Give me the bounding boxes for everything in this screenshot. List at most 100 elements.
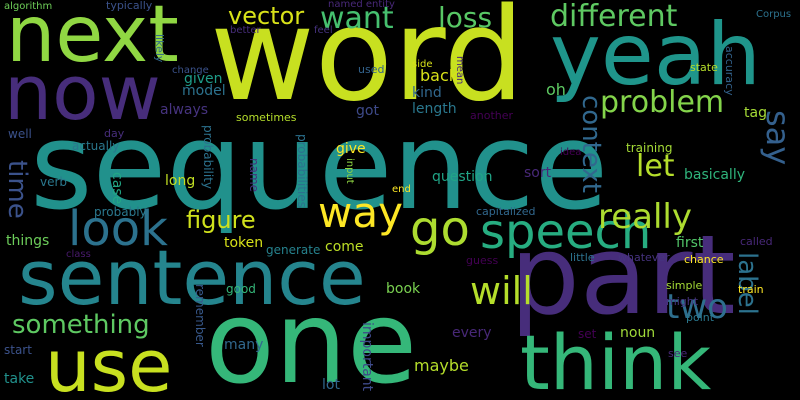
- word-things: things: [6, 233, 50, 249]
- word-something: something: [12, 310, 150, 340]
- word-token: token: [224, 235, 264, 251]
- word-see: see: [668, 347, 688, 360]
- word-kind: kind: [412, 85, 442, 101]
- word-algorithm: algorithm: [4, 1, 53, 12]
- word-chance: chance: [684, 253, 724, 266]
- word-change: change: [172, 65, 209, 76]
- word-generate: generate: [266, 243, 321, 257]
- word-book: book: [386, 281, 421, 297]
- word-let: let: [636, 149, 675, 184]
- word-probably: probably: [94, 205, 147, 219]
- word-take: take: [4, 371, 35, 387]
- word-question: question: [432, 169, 493, 185]
- word-typically: typically: [106, 0, 153, 12]
- word-verb: verb: [40, 175, 68, 189]
- word-will: will: [470, 269, 533, 313]
- word-little: little: [570, 251, 595, 264]
- word-noun: noun: [620, 325, 656, 341]
- word-look: look: [68, 201, 168, 257]
- word-one: one: [205, 276, 418, 400]
- word-sequence: sequence: [30, 98, 609, 237]
- word-say: say: [759, 110, 797, 166]
- word-lot: lot: [322, 377, 340, 393]
- word-probability: probability: [201, 125, 215, 190]
- word-well: well: [8, 127, 32, 141]
- word-every: every: [452, 325, 492, 341]
- word-accuracy: accuracy: [723, 46, 736, 96]
- word-guess: guess: [466, 254, 499, 267]
- word-side: side: [412, 59, 433, 70]
- word-give: give: [336, 141, 366, 157]
- word-back: back: [420, 66, 459, 85]
- word-sentence: sentence: [18, 233, 366, 322]
- word-really: really: [598, 197, 692, 237]
- word-class: class: [66, 249, 91, 260]
- word-given: given: [184, 71, 223, 87]
- word-good: good: [226, 282, 256, 296]
- word-want: want: [320, 1, 394, 36]
- word-training: training: [626, 141, 673, 155]
- word-always: always: [160, 102, 209, 118]
- word-used: used: [358, 63, 385, 76]
- word-now: now: [4, 48, 161, 137]
- word-length: length: [412, 101, 457, 117]
- word-another: another: [470, 109, 514, 122]
- word-go: go: [410, 201, 470, 257]
- word-tag: tag: [744, 105, 767, 121]
- word-use: use: [45, 324, 173, 400]
- word-first: first: [676, 235, 704, 251]
- word-yeah: yeah: [550, 5, 762, 105]
- word-called: called: [740, 235, 773, 248]
- word-figure: figure: [186, 206, 256, 234]
- word-sort: sort: [524, 165, 552, 181]
- word-better: better: [230, 25, 261, 36]
- word-word: word: [210, 0, 525, 130]
- word-time: time: [2, 160, 32, 219]
- word-oh: oh: [546, 80, 566, 99]
- word-name: name: [247, 158, 261, 193]
- word-model: model: [182, 83, 226, 99]
- word-train: train: [738, 283, 764, 296]
- word-loss: loss: [438, 1, 493, 34]
- word-input: input: [344, 158, 355, 184]
- word-context: context: [576, 95, 606, 193]
- word-problem: problem: [600, 85, 725, 120]
- word-part: part: [510, 211, 736, 339]
- word-capitalized: capitalized: [476, 205, 536, 218]
- word-feel: feel: [314, 25, 333, 36]
- word-probabilities: probabilities: [295, 134, 309, 208]
- word-end: end: [392, 184, 411, 195]
- word-long: long: [165, 173, 196, 189]
- word-vector: vector: [228, 2, 305, 30]
- word-remember: remember: [193, 284, 207, 347]
- word-different: different: [550, 0, 678, 34]
- word-day: day: [104, 127, 125, 140]
- word-two: two: [666, 287, 728, 327]
- word-speech: speech: [480, 204, 652, 260]
- word-label: label: [732, 252, 762, 315]
- word-might: might: [666, 295, 699, 308]
- word-named-entity: named entity: [328, 0, 395, 10]
- word-sometimes: sometimes: [236, 111, 297, 124]
- word-state: state: [690, 61, 718, 74]
- word-next: next: [6, 0, 179, 80]
- word-basically: basically: [684, 167, 745, 183]
- word-got: got: [356, 103, 379, 119]
- word-many: many: [224, 337, 264, 353]
- word-maybe: maybe: [414, 356, 469, 375]
- word-whatever: whatever: [618, 251, 670, 264]
- word-simple: simple: [666, 279, 703, 292]
- word-way: way: [318, 188, 403, 237]
- word-case: case: [109, 172, 125, 205]
- word-important: important: [359, 322, 375, 392]
- word-corpus: Corpus: [756, 9, 792, 20]
- word-actually: actually: [72, 139, 120, 153]
- word-start: start: [4, 343, 32, 357]
- word-set: set: [578, 327, 597, 341]
- word-likely: likely: [153, 34, 166, 63]
- word-come: come: [325, 239, 364, 255]
- word-think: think: [520, 318, 712, 400]
- word-mean: mean: [454, 56, 465, 85]
- word-point: point: [686, 311, 715, 324]
